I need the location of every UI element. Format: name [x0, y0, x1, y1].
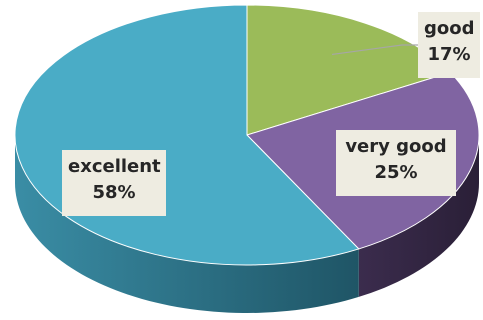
side-wall-excellent	[15, 135, 359, 313]
leader-lines	[331, 44, 420, 56]
side-wall-very-good	[358, 135, 479, 297]
slice-name: very good	[345, 136, 447, 157]
slice-value: 58%	[92, 182, 136, 203]
leader-line-good	[331, 44, 420, 56]
slice-value: 25%	[374, 162, 418, 183]
slice-name: excellent	[68, 156, 161, 177]
data-label-very-good: very good 25%	[336, 130, 456, 196]
data-label-good: good 17%	[418, 12, 480, 78]
slice-name: good	[424, 18, 475, 39]
data-label-excellent: excellent 58%	[62, 150, 166, 216]
pie-side-walls	[15, 135, 479, 313]
slice-value: 17%	[427, 44, 471, 65]
